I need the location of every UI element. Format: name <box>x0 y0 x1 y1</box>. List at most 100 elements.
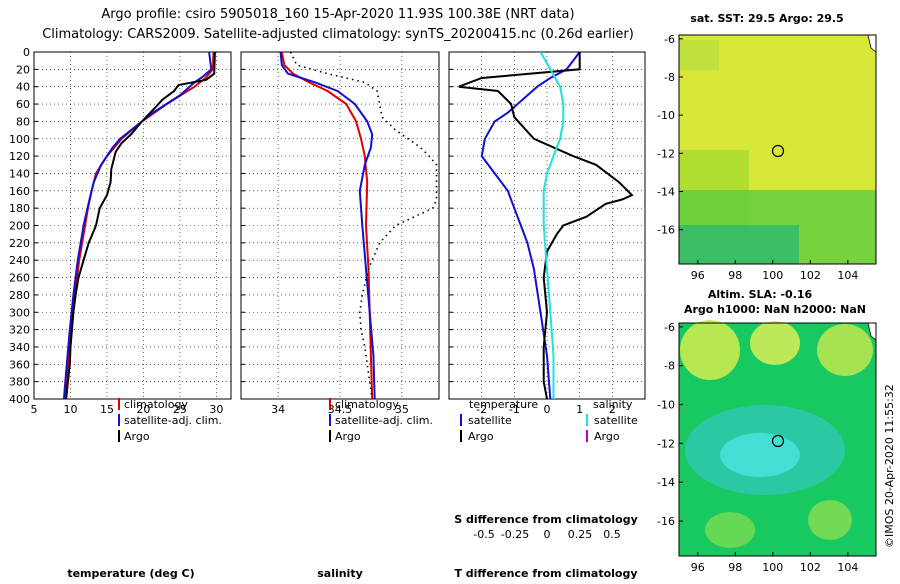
sst-map-title: sat. SST: 29.5 Argo: 29.5 <box>690 12 843 25</box>
s-diff-tick-label: -0.5 <box>473 528 494 541</box>
y-tick-label: 140 <box>9 167 30 180</box>
grid-layer <box>33 51 645 400</box>
sst-nw-patch <box>679 40 719 70</box>
map-x-tick-label: 96 <box>691 269 705 282</box>
legend-argo-label: Argo <box>335 430 361 443</box>
series-salinity-satellite <box>539 52 565 399</box>
x-tick-label: 0 <box>544 403 551 416</box>
map-x-tick-label: 102 <box>800 269 821 282</box>
y-tick-label: 40 <box>16 81 30 94</box>
map-y-tick-label: -8 <box>664 71 675 84</box>
y-tick-label: 200 <box>9 220 30 233</box>
map-y-tick-label: -8 <box>664 360 675 373</box>
map-x-tick-label: 98 <box>728 561 742 574</box>
map-y-tick-label: -10 <box>657 109 675 122</box>
sla-map-subtitle: Argo h1000: NaN h2000: NaN <box>684 303 866 316</box>
y-tick-label: 0 <box>23 46 30 59</box>
credit-text: ©IMOS 20-Apr-2020 11:55:32 <box>883 384 896 548</box>
series-climatology <box>280 52 374 399</box>
y-tick-label: 320 <box>9 324 30 337</box>
map-y-tick-label: -12 <box>657 437 675 450</box>
argo-position-marker <box>771 434 785 448</box>
x-tick-label: 10 <box>63 403 77 416</box>
s-diff-tick-label: 0.5 <box>603 528 621 541</box>
legend-t-argo-label: Argo <box>468 430 494 443</box>
y-tick-label: 180 <box>9 202 30 215</box>
y-tick-label: 300 <box>9 306 30 319</box>
series-layer <box>62 52 634 399</box>
series-satellite-adj-clim- <box>279 52 376 399</box>
map-y-tick-label: -10 <box>657 399 675 412</box>
y-tick-label: 120 <box>9 150 30 163</box>
map-x-tick-label: 100 <box>762 561 783 574</box>
y-tick-label: 260 <box>9 272 30 285</box>
map-x-tick-label: 102 <box>800 561 821 574</box>
s-difference-xlabel: S difference from climatology <box>454 513 638 526</box>
legend-climatology-label: climatology <box>335 398 399 411</box>
series-temperature-satellite <box>480 52 581 399</box>
salinity-xlabel: salinity <box>317 567 363 580</box>
x-tick-label: 30 <box>209 403 223 416</box>
x-tick-label: 1 <box>576 403 583 416</box>
x-tick-label: 5 <box>31 403 38 416</box>
sst-map-frame <box>678 34 877 265</box>
map-x-tick-label: 104 <box>837 561 858 574</box>
map-y-tick-label: -12 <box>657 147 675 160</box>
s-diff-tick-label: 0 <box>544 528 551 541</box>
map-x-tick-label: 104 <box>837 269 858 282</box>
y-tick-label: 60 <box>16 98 30 111</box>
x-tick-label: 15 <box>100 403 114 416</box>
map-y-tick-label: -14 <box>657 476 675 489</box>
y-tick-label: 20 <box>16 63 30 76</box>
temperature-panel <box>33 51 232 400</box>
sla-map <box>678 320 877 557</box>
y-tick-label: 360 <box>9 358 30 371</box>
sst-coolest-band <box>679 225 799 264</box>
map-tick-layer: 96 98 100 102 104 -6 -8 -10 -12 -14 -16 96 98 100 102 1… <box>657 33 858 574</box>
y-tick-label: 240 <box>9 254 30 267</box>
x-tick-label: 35 <box>395 403 409 416</box>
map-y-tick-label: -14 <box>657 185 675 198</box>
legend-s-satellite-label: satellite <box>594 414 638 427</box>
map-y-tick-label: -16 <box>657 224 675 237</box>
legend-climatology-label: climatology <box>124 398 188 411</box>
temperature-xlabel: temperature (deg C) <box>67 567 194 580</box>
tick-layer: 5 10 15 20 25 3002040608010012014016018020022… <box>9 46 621 541</box>
series-temperature-argo <box>458 52 634 399</box>
series-argo <box>289 52 438 399</box>
series-argo <box>65 52 216 399</box>
y-tick-label: 80 <box>16 115 30 128</box>
legend-s-argo-label: Argo <box>594 430 620 443</box>
series-climatology <box>64 52 215 399</box>
y-tick-label: 280 <box>9 289 30 302</box>
y-tick-label: 400 <box>9 393 30 406</box>
map-x-tick-label: 98 <box>728 269 742 282</box>
sla-high-patch <box>808 500 852 540</box>
map-y-tick-label: -6 <box>664 321 675 334</box>
figure-title: Argo profile: csiro 5905018_160 15-Apr-2… <box>101 7 574 22</box>
x-tick-label: 2 <box>609 403 616 416</box>
map-x-tick-label: 100 <box>762 269 783 282</box>
difference-xlabel: T difference from climatology <box>454 567 637 580</box>
y-tick-label: 100 <box>9 133 30 146</box>
argo-position-marker <box>771 144 785 158</box>
y-tick-label: 340 <box>9 341 30 354</box>
x-tick-label: 34.5 <box>328 403 353 416</box>
x-tick-label: -1 <box>509 403 520 416</box>
map-y-tick-label: -16 <box>657 515 675 528</box>
x-tick-label: 20 <box>136 403 150 416</box>
legend-salinity-heading: salinity <box>593 398 633 411</box>
sla-high-patch <box>705 512 755 548</box>
x-tick-label: -2 <box>476 403 487 416</box>
s-diff-tick-label: 0.25 <box>568 528 593 541</box>
legend-satellite-label: satellite-adj. clim. <box>335 414 433 427</box>
salinity-legend: climatology satellite-adj. clim. Argo <box>329 398 433 443</box>
sla-high-patch <box>750 321 800 365</box>
y-tick-label: 160 <box>9 185 30 198</box>
x-tick-label: 25 <box>173 403 187 416</box>
sst-map <box>678 34 877 265</box>
s-diff-tick-label: -0.25 <box>501 528 529 541</box>
y-tick-label: 380 <box>9 376 30 389</box>
